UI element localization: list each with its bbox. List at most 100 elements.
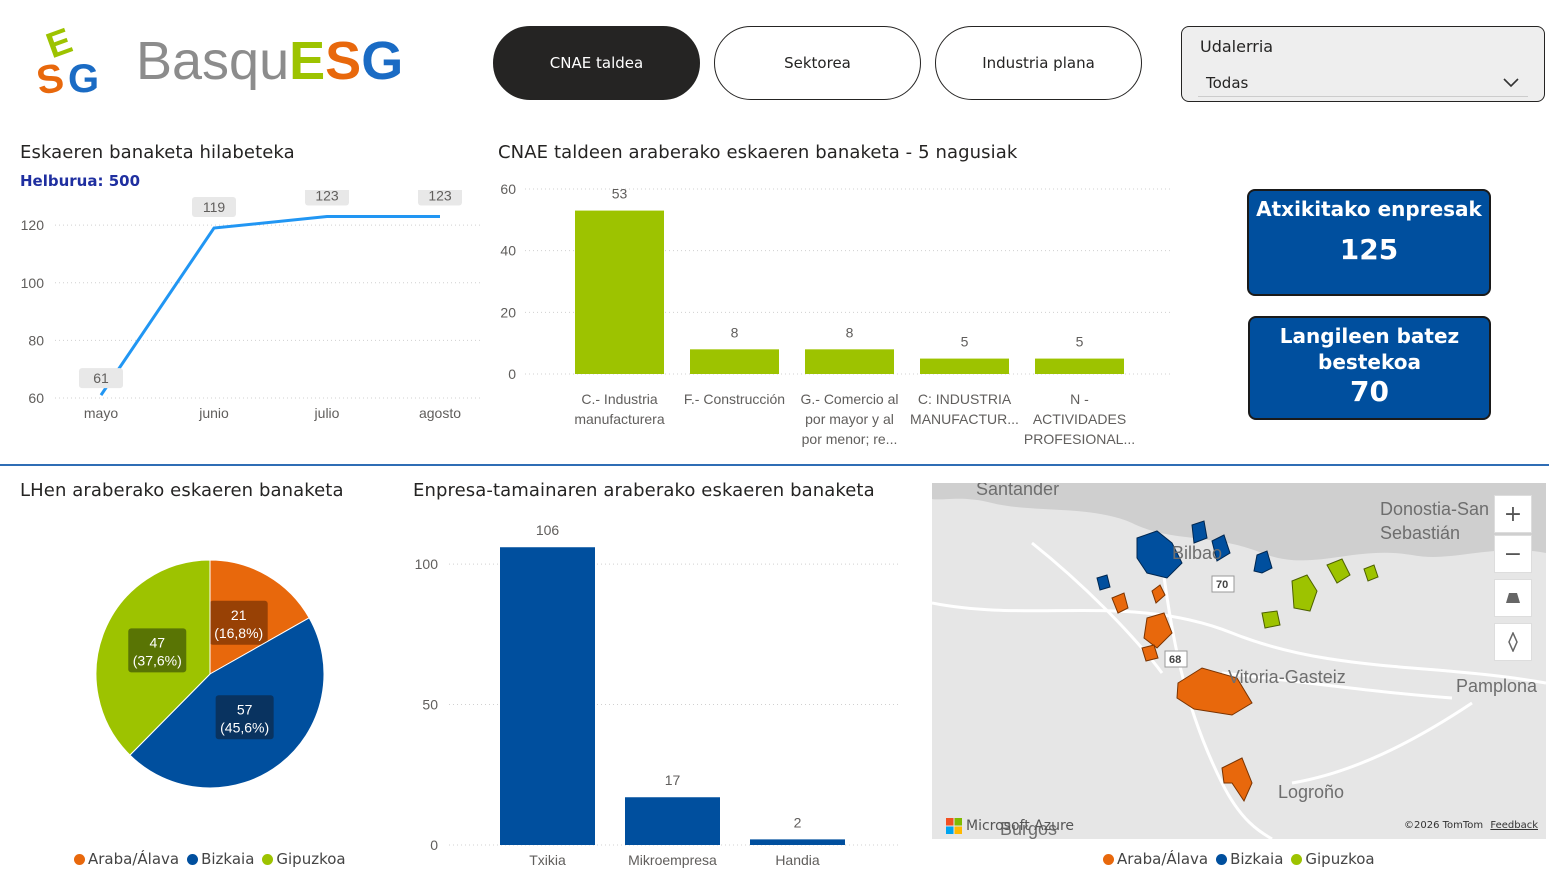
city-logrono: Logroño xyxy=(1278,782,1345,802)
legend-item-araba: Araba/Álava xyxy=(74,850,179,868)
city-donostia: Donostia-San xyxy=(1380,499,1490,519)
zoom-out-button[interactable]: − xyxy=(1494,535,1532,573)
size-bar-chart: 0 50 100 106 Txikia 17 Mikroempresa 2 Handia xyxy=(415,522,900,868)
legend-dot xyxy=(74,853,85,865)
lh-pie-chart: 21 (16,8%) 57 (45,6%) 47 (37,6%) xyxy=(95,559,325,789)
legend-label: Bizkaia xyxy=(201,850,255,868)
city-santander: Santander xyxy=(976,483,1060,499)
logo-suffix: ESG xyxy=(289,31,404,91)
tab-industria-plana[interactable]: Industria plana xyxy=(935,26,1142,100)
data-label: 119 xyxy=(203,199,226,215)
slicer-value: Todas xyxy=(1206,74,1249,92)
slice-label-bg xyxy=(215,695,274,740)
legend-label: Gipuzkoa xyxy=(1305,850,1375,868)
logo-mark-icon: E S G xyxy=(38,20,99,98)
x-tick-label: julio xyxy=(314,405,340,421)
city-bilbao: Bilbao xyxy=(1172,543,1223,563)
legend-dot xyxy=(1216,853,1228,865)
data-label: 8 xyxy=(846,324,854,340)
x-tick-label: ACTIVIDADES xyxy=(1033,411,1126,427)
section-divider xyxy=(0,464,1549,466)
bar xyxy=(1035,358,1124,374)
x-tick-label: C.- Industria xyxy=(581,391,657,407)
araba-regions xyxy=(1111,584,1253,803)
employees-card-title-line2: bestekoa xyxy=(1318,350,1421,374)
data-label: 5 xyxy=(961,334,969,350)
x-tick-label: junio xyxy=(198,405,229,421)
data-label: 123 xyxy=(428,190,452,204)
attribution-text: ©2026 TomTom xyxy=(1404,820,1484,831)
slice-value-label: 21 xyxy=(231,607,247,623)
data-label-bg xyxy=(305,190,349,206)
feedback-link[interactable]: Feedback xyxy=(1490,820,1538,831)
legend-item-gipuzkoa: Gipuzkoa xyxy=(262,850,346,868)
x-tick-label: F.- Construcción xyxy=(684,391,785,407)
monthly-line-chart: 60 80 100 120 mayo junio julio agosto 61 119 123 12… xyxy=(21,190,480,421)
y-tick-label: 60 xyxy=(500,181,516,197)
tab-cnae-taldea[interactable]: CNAE taldea xyxy=(493,26,700,100)
slice-pct-label: (37,6%) xyxy=(133,652,182,668)
x-tick-label: MANUFACTUR... xyxy=(910,411,1019,427)
legend-label: Araba/Álava xyxy=(88,850,180,868)
cnae-chart-title: CNAE taldeen araberako eskaeren banaketa… xyxy=(498,142,1018,163)
monthly-chart-subtitle: Helburua: 500 xyxy=(20,172,141,190)
legend-dot xyxy=(187,853,199,865)
lh-chart-title: LHen araberako eskaeren banaketa xyxy=(20,480,344,501)
bar xyxy=(690,349,779,374)
map-attribution: ©2026 TomTom Feedback xyxy=(1404,820,1538,831)
legend-item-araba: Araba/Álava xyxy=(1103,850,1208,868)
logo: E S G BasquESG xyxy=(38,20,403,100)
road-label-68: 68 xyxy=(1169,654,1181,666)
map-visual[interactable]: 70 68 Santander Bilbao Donostia-San Seba… xyxy=(932,483,1546,839)
legend-label: Araba/Álava xyxy=(1117,850,1209,868)
y-tick-label: 0 xyxy=(508,366,516,382)
size-chart-title: Enpresa-tamainaren araberako eskaeren ba… xyxy=(413,480,875,501)
slice-pct-label: (45,6%) xyxy=(220,719,269,735)
road-shields: 70 68 xyxy=(1164,575,1235,668)
data-label-bg xyxy=(79,368,123,389)
chevron-down-icon xyxy=(1503,78,1519,88)
slice-label-bg xyxy=(209,600,268,645)
y-tick-label: 20 xyxy=(500,304,516,320)
data-label-bg xyxy=(418,190,462,206)
compass-button[interactable] xyxy=(1494,623,1532,661)
x-tick-label: por mayor y al xyxy=(805,411,894,427)
city-vitoria: Vitoria-Gasteiz xyxy=(1228,667,1346,687)
sea-area xyxy=(932,483,1546,561)
city-sebastian: Sebastián xyxy=(1380,523,1461,543)
x-tick-label: N - xyxy=(1070,391,1089,407)
cnae-bar-chart: 0 20 40 60 53 C.- Industria manufacturera 8 F.- … xyxy=(500,181,1170,447)
x-tick-label: PROFESIONAL... xyxy=(1024,431,1135,447)
legend-dot xyxy=(1103,853,1114,865)
slice-label-bg xyxy=(128,628,187,673)
data-label: 53 xyxy=(612,186,628,202)
map-legend: Araba/Álava Bizkaia Gipuzkoa xyxy=(1103,850,1375,868)
series-line xyxy=(99,215,440,396)
data-label: 8 xyxy=(731,324,739,340)
tab-sektorea[interactable]: Sektorea xyxy=(714,26,921,100)
tilt-icon xyxy=(1506,593,1520,603)
lh-legend: Araba/Álava Bizkaia Gipuzkoa xyxy=(74,850,346,868)
svg-text:G: G xyxy=(68,57,99,98)
udalerria-dropdown[interactable]: Todas xyxy=(1198,67,1528,97)
data-label: 61 xyxy=(93,370,109,386)
city-pamplona: Pamplona xyxy=(1456,676,1538,696)
x-tick-label: Txikia xyxy=(529,852,566,868)
zoom-in-button[interactable]: + xyxy=(1494,495,1532,533)
x-tick-label: mayo xyxy=(84,405,118,421)
x-tick-label: Mikroempresa xyxy=(628,852,717,868)
legend-dot xyxy=(262,853,274,865)
y-tick-label: 120 xyxy=(21,217,45,233)
bar xyxy=(575,210,664,374)
tilt-button[interactable] xyxy=(1494,579,1532,617)
data-label: 106 xyxy=(536,522,560,538)
x-tick-label: Handia xyxy=(775,852,820,868)
data-label: 2 xyxy=(794,814,802,830)
legend-label: Gipuzkoa xyxy=(276,850,346,868)
bar xyxy=(920,358,1009,374)
employees-card-value: 70 xyxy=(1350,375,1389,408)
legend-item-gipuzkoa: Gipuzkoa xyxy=(1291,850,1375,868)
bar xyxy=(750,839,845,845)
y-tick-label: 50 xyxy=(422,697,438,713)
y-tick-label: 0 xyxy=(430,837,438,853)
